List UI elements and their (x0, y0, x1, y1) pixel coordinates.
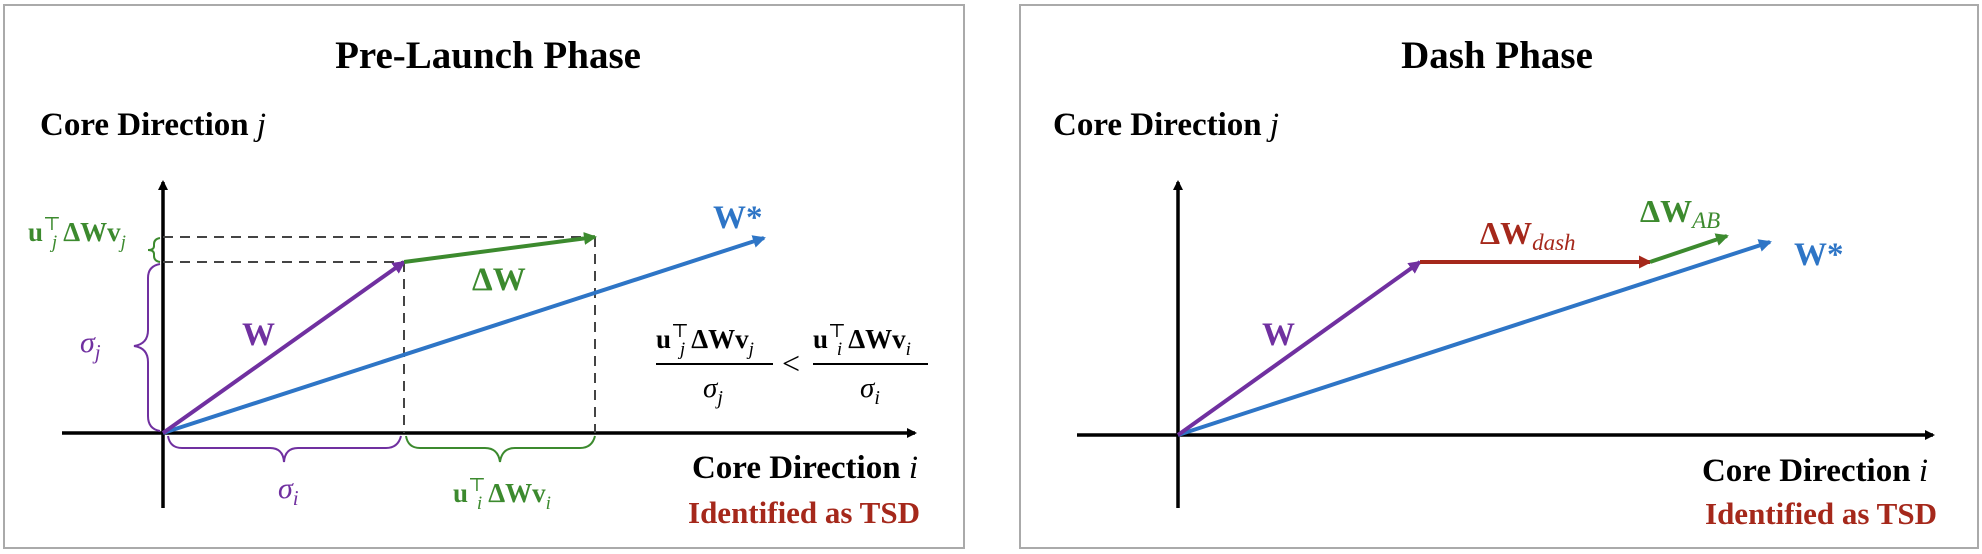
w-star-label: W* (1794, 237, 1844, 273)
panel-dash: Dash Phase Core Direction j W W* ΔWdash … (1020, 5, 1978, 548)
x-axis-label: Core Direction i (692, 450, 918, 486)
y-axis-label: Core Direction j (1053, 107, 1279, 143)
w-star-label: W* (713, 200, 763, 236)
w-label: W (1262, 317, 1295, 353)
delta-w-label: ΔW (472, 262, 526, 298)
y-axis-label: Core Direction j (40, 107, 266, 143)
w-label: W (242, 317, 275, 353)
panel-pre-launch: Pre-Launch Phase Core Direction j W W* Δ… (4, 5, 964, 548)
tsd-label: Identified as TSD (1705, 496, 1937, 531)
tsd-label: Identified as TSD (688, 495, 920, 530)
less-than: < (782, 345, 800, 381)
panel-title: Dash Phase (1401, 34, 1593, 77)
panel-title: Pre-Launch Phase (335, 34, 641, 77)
x-axis-label: Core Direction i (1702, 453, 1928, 489)
